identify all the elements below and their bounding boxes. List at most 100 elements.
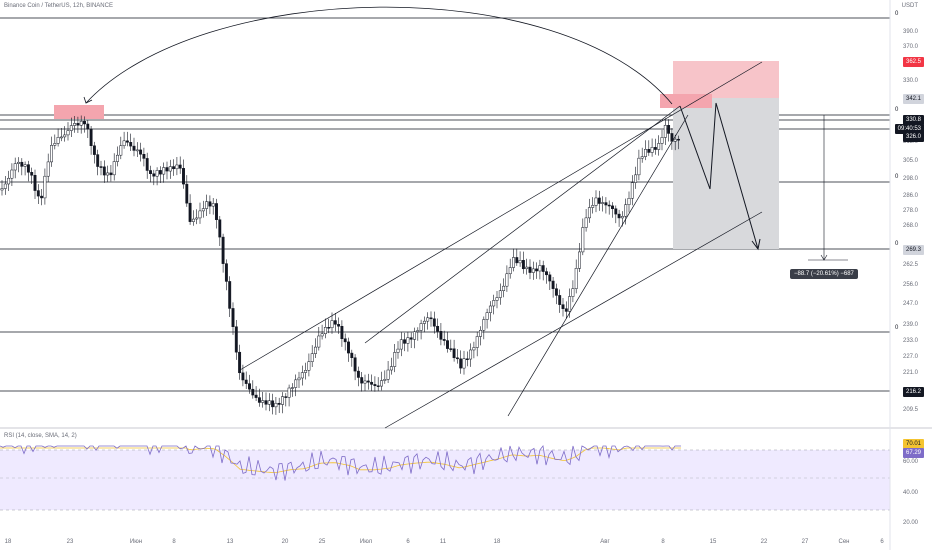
candle-body	[472, 347, 476, 351]
rsi-tick: 60.00	[903, 459, 919, 465]
candle-body	[568, 296, 572, 312]
candle-body	[403, 339, 407, 344]
candle-body	[551, 280, 555, 289]
candle-body	[264, 400, 268, 405]
candle-body	[449, 348, 453, 350]
candle-body	[350, 352, 354, 358]
candle-body	[422, 320, 426, 324]
time-tick: Июн	[130, 539, 142, 545]
candle-body	[158, 170, 162, 175]
candle-body	[380, 380, 383, 387]
stop-loss-zone[interactable]	[673, 61, 779, 98]
candle-body	[106, 172, 110, 176]
candle-body	[670, 133, 674, 142]
candle-body	[356, 370, 360, 378]
candle-body	[667, 125, 671, 134]
time-tick: Авг	[600, 539, 610, 545]
candle-body	[647, 149, 651, 153]
rsi-title[interactable]: RSI (14, close, SMA, 14, 2)	[4, 433, 77, 439]
candle-body	[102, 166, 106, 176]
candle-body	[601, 202, 605, 204]
candle-body	[554, 288, 558, 296]
candle-body	[122, 140, 126, 146]
candle-body	[413, 331, 416, 340]
candle-body	[132, 145, 136, 151]
projected-path[interactable]	[679, 102, 759, 250]
candle-body	[228, 281, 232, 309]
candle-body	[36, 190, 40, 197]
candle-body	[211, 203, 215, 207]
price-tick: 239.0	[903, 322, 919, 328]
candle-body	[281, 396, 284, 405]
time-tick: 20	[282, 539, 289, 545]
candle-body	[271, 400, 275, 408]
candle-body	[30, 172, 34, 176]
price-tick: 247.0	[903, 301, 919, 307]
candle-body	[436, 325, 440, 332]
symbol-title[interactable]: Binance Coin / TetherUS, 12h, BINANCE	[4, 3, 113, 9]
time-axis[interactable]: 18 23 Июн 8 13 20 25 Июл 6 11 18 Авг 8 15 22 27 Сен 6	[5, 539, 885, 545]
level-zero-mark: 0	[895, 107, 899, 113]
candle-body	[149, 170, 152, 174]
candle-body	[119, 145, 123, 156]
candle-body	[386, 369, 390, 380]
candle-body	[584, 217, 588, 228]
time-tick: 18	[494, 539, 501, 545]
rsi-line	[0, 445, 681, 481]
candle-body	[248, 383, 251, 390]
candle-body	[644, 149, 647, 157]
candle-body	[541, 265, 545, 272]
candle-body	[257, 397, 261, 403]
candle-body	[99, 166, 103, 168]
candle-body	[3, 183, 7, 189]
candle-body	[347, 341, 350, 354]
candle-body	[43, 175, 47, 199]
candle-body	[185, 183, 189, 204]
candle-body	[135, 149, 139, 152]
candle-body	[109, 172, 113, 176]
candle-body	[198, 210, 202, 219]
candle-body	[290, 387, 294, 389]
candle-body	[389, 366, 393, 371]
resistance-box-right[interactable]	[660, 94, 712, 108]
candle-body	[531, 268, 535, 273]
candle-body	[86, 123, 90, 130]
candle-body	[416, 330, 420, 332]
price-tick: 315.0	[903, 139, 919, 145]
projected-arrowhead	[751, 238, 761, 251]
candle-body	[634, 174, 638, 183]
measure-label[interactable]: −88.7 (−20.61%) −687	[790, 269, 858, 279]
candle-body	[333, 320, 337, 325]
take-profit-zone[interactable]	[673, 98, 779, 249]
candles-group[interactable]	[0, 115, 680, 415]
candle-body	[578, 251, 581, 269]
candle-body	[535, 268, 539, 272]
candle-body	[215, 203, 218, 220]
candle-body	[439, 331, 443, 340]
candle-body	[446, 340, 449, 349]
candle-body	[525, 266, 529, 270]
level-zero-mark: 0	[895, 241, 899, 247]
channel-upper	[239, 61, 763, 371]
resistance-box-left[interactable]	[54, 105, 104, 119]
candle-body	[673, 138, 677, 142]
candle-body	[320, 333, 324, 337]
candle-body	[650, 147, 654, 153]
trend-lines[interactable]	[239, 61, 763, 429]
candle-body	[419, 323, 423, 331]
candle-body	[495, 297, 499, 301]
time-tick: 15	[710, 539, 717, 545]
price-tick: 233.0	[903, 338, 919, 344]
zero-marks: 0 0 0 0 0	[895, 11, 899, 331]
arc-arrowhead	[83, 96, 93, 104]
candle-body	[640, 156, 644, 159]
arc-arrow[interactable]	[85, 6, 673, 105]
candle-body	[343, 338, 347, 343]
candle-body	[294, 379, 298, 388]
candle-body	[254, 394, 258, 398]
candle-body	[660, 137, 664, 144]
candle-body	[327, 327, 331, 329]
candle-body	[337, 324, 341, 327]
channel-mid	[364, 105, 681, 344]
